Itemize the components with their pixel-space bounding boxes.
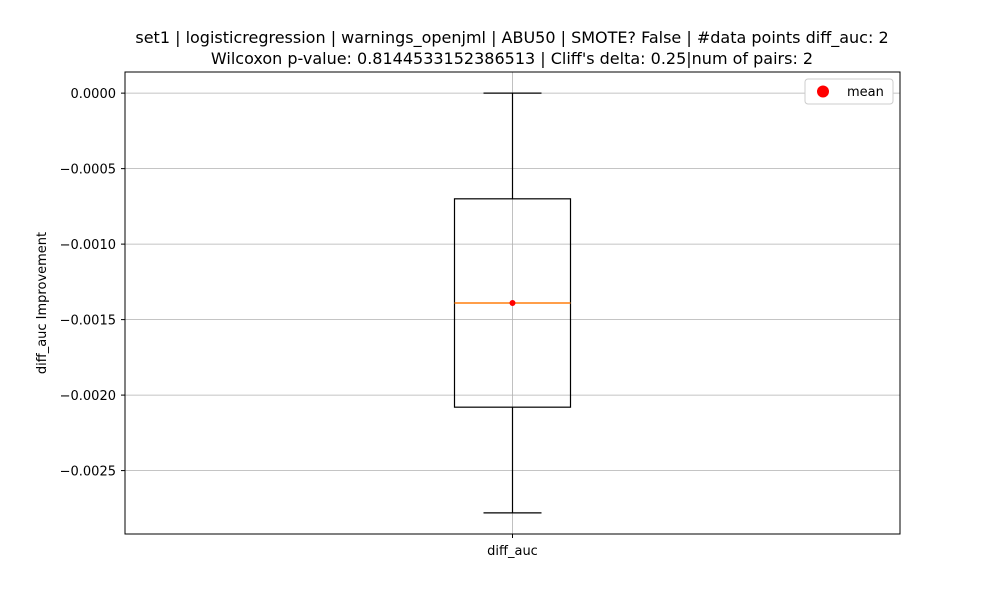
y-tick-label: −0.0005 <box>60 163 116 178</box>
x-ticks: diff_auc <box>487 534 538 559</box>
legend-mean-label: mean <box>847 85 884 100</box>
chart-title-line-2: Wilcoxon p-value: 0.8144533152386513 | C… <box>211 49 813 68</box>
y-ticks: 0.0000 −0.0005 −0.0010 −0.0015 −0.0020 −0.002… <box>60 87 125 480</box>
x-tick-label: diff_auc <box>487 544 538 559</box>
plot-frame <box>124 71 901 535</box>
y-axis-label: diff_auc Improvement <box>35 232 50 374</box>
y-tick-label: −0.0015 <box>60 314 116 329</box>
y-tick-label: −0.0010 <box>60 238 116 253</box>
legend: mean <box>804 78 894 105</box>
y-tick-label: 0.0000 <box>71 87 117 102</box>
mean-marker <box>509 300 516 306</box>
legend-mean-marker <box>817 85 829 98</box>
legend-frame <box>804 78 894 105</box>
y-tick-label: −0.0020 <box>60 389 116 404</box>
y-tick-label: −0.0025 <box>60 465 116 480</box>
chart-title-line-1: set1 | logisticregression | warnings_ope… <box>135 28 888 48</box>
box-layer <box>453 92 572 514</box>
